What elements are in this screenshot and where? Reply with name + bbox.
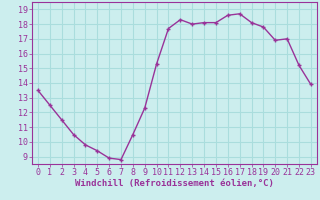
X-axis label: Windchill (Refroidissement éolien,°C): Windchill (Refroidissement éolien,°C) <box>75 179 274 188</box>
